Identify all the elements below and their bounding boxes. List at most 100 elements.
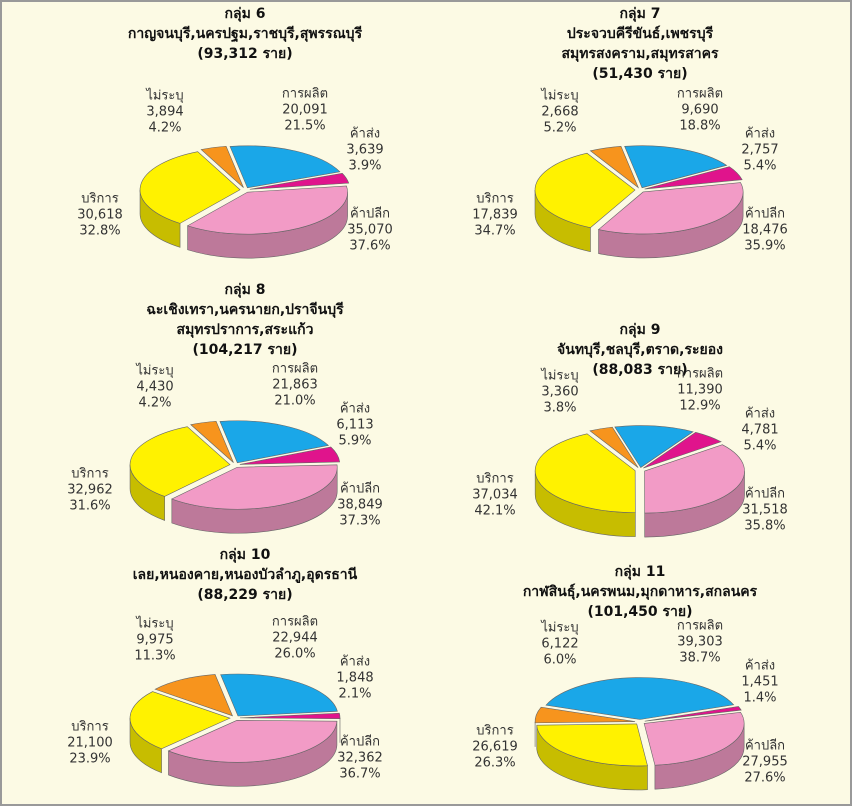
chart-title: (88,083 ราย) (592, 362, 687, 378)
chart-title: จันทบุรี,ชลบุรี,ตราด,ระยอง (557, 342, 723, 358)
percent-label: 3.8% (543, 401, 576, 416)
percent-label: 23.9% (69, 752, 110, 767)
percent-label: 5.9% (338, 434, 371, 449)
percent-label: 26.3% (474, 756, 515, 771)
percent-label: 5.4% (743, 439, 776, 454)
value-label: 21,100 (67, 736, 113, 751)
chart-title: ประจวบคีรีขันธ์,เพชรบุรี (567, 25, 714, 42)
slice (624, 145, 728, 189)
slice (534, 152, 636, 228)
value-label: 3,894 (146, 105, 183, 120)
slice (614, 425, 694, 468)
category-label: การผลิต (677, 367, 723, 382)
chart-title: (51,430 ราย) (592, 66, 687, 82)
chart-title: กลุ่ม 8 (225, 282, 266, 298)
category-label: บริการ (476, 472, 513, 487)
value-label: 4,781 (741, 423, 778, 438)
category-label: บริการ (81, 192, 118, 207)
slice (200, 145, 244, 188)
percent-label: 38.7% (679, 651, 720, 666)
category-label: การผลิต (677, 87, 723, 102)
category-label: ค้าส่ง (340, 402, 370, 417)
percent-label: 35.8% (744, 519, 785, 534)
slice (545, 677, 735, 720)
value-label: 9,690 (681, 103, 718, 118)
value-label: 37,034 (472, 488, 518, 503)
percent-label: 4.2% (138, 396, 171, 411)
slice (536, 723, 648, 767)
category-label: บริการ (71, 720, 108, 735)
slice (644, 166, 743, 190)
slice (239, 446, 341, 465)
percent-label: 4.2% (148, 121, 181, 136)
value-label: 2,757 (741, 143, 778, 158)
percent-label: 34.7% (474, 224, 515, 239)
slice (219, 420, 329, 464)
slice (589, 426, 639, 468)
chart-title: กาฬสินธุ์,นครพนม,มุกดาหาร,สกลนคร (523, 583, 758, 600)
percent-label: 5.4% (743, 159, 776, 174)
percent-label: 35.9% (744, 239, 785, 254)
category-label: ค้าปลีก (340, 734, 380, 750)
percent-label: 36.7% (339, 767, 380, 782)
chart-title: (88,229 ราย) (197, 587, 292, 603)
percent-label: 27.6% (744, 771, 785, 786)
value-label: 22,944 (272, 631, 318, 646)
category-label: ไม่ระบุ (145, 88, 183, 104)
percent-label: 3.9% (348, 159, 381, 174)
slice (190, 420, 234, 463)
chart-title: กลุ่ม 7 (620, 6, 661, 22)
category-label: การผลิต (282, 87, 328, 102)
slice (589, 145, 640, 189)
chart-title: กลุ่ม 9 (620, 322, 661, 338)
chart-title: กลุ่ม 10 (220, 547, 271, 563)
value-label: 20,091 (282, 103, 328, 118)
category-label: ค้าปลีก (350, 206, 390, 222)
slice (139, 151, 241, 224)
value-label: 6,113 (336, 418, 373, 433)
percent-label: 21.5% (284, 119, 325, 134)
slice (129, 691, 231, 750)
value-label: 1,848 (336, 671, 373, 686)
chart-title: (93,312 ราย) (197, 46, 292, 62)
category-label: การผลิต (272, 615, 318, 630)
category-label: ไม่ระบุ (135, 616, 173, 632)
value-label: 1,451 (741, 675, 778, 690)
value-label: 30,618 (77, 208, 123, 223)
slice (186, 185, 348, 235)
category-label: การผลิต (677, 619, 723, 634)
slice (249, 172, 350, 190)
value-label: 26,619 (472, 740, 518, 755)
category-label: บริการ (476, 192, 513, 207)
chart-title: กลุ่ม 6 (225, 6, 266, 22)
chart-title: สมุทรปราการ,สระแก้ว (177, 322, 314, 338)
category-label: ค้าส่ง (745, 659, 775, 674)
category-label: ไม่ระบุ (540, 620, 578, 636)
category-label: ค้าปลีก (745, 486, 785, 502)
value-label: 6,122 (541, 637, 578, 652)
percent-label: 2.1% (338, 687, 371, 702)
value-label: 32,962 (67, 483, 113, 498)
chart-title: (104,217 ราย) (192, 342, 297, 358)
value-label: 3,360 (541, 385, 578, 400)
slice (643, 432, 722, 469)
percent-label: 32.8% (79, 224, 120, 239)
value-label: 21,863 (272, 378, 318, 393)
value-label: 27,955 (742, 755, 788, 770)
slice (644, 706, 742, 722)
percent-label: 37.3% (339, 514, 380, 529)
slice (239, 712, 341, 720)
category-label: ค้าปลีก (745, 206, 785, 222)
value-label: 11,390 (677, 383, 723, 398)
slice (167, 720, 338, 763)
category-label: ค้าส่ง (350, 127, 380, 142)
percent-label: 6.0% (543, 653, 576, 668)
value-label: 39,303 (677, 635, 723, 650)
category-label: ไม่ระบุ (540, 88, 578, 104)
value-label: 17,839 (472, 208, 518, 223)
slice (129, 426, 231, 497)
category-label: ค้าปลีก (340, 481, 380, 497)
category-label: ค้าส่ง (340, 655, 370, 670)
